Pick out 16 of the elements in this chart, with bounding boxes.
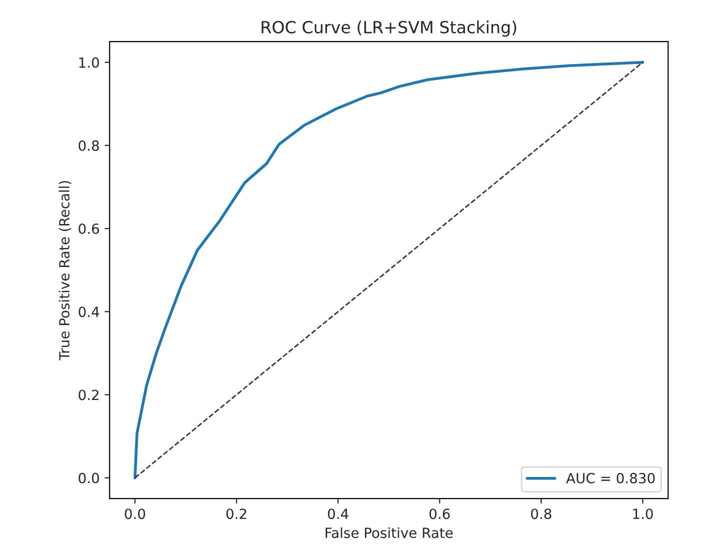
x-tick-label: 1.0 — [633, 508, 653, 520]
x-tick-label: 0.6 — [429, 508, 450, 520]
legend-label: AUC = 0.830 — [566, 472, 655, 484]
x-tick-label: 0.8 — [531, 508, 552, 520]
y-tick-label: 1.0 — [79, 57, 99, 68]
x-axis-title: False Positive Rate — [326, 527, 453, 538]
y-tick-label: 0.4 — [78, 306, 100, 318]
chart-title: ROC Curve (LR+SVM Stacking) — [262, 20, 516, 37]
x-tick-label: 0.4 — [328, 508, 348, 520]
x-tick-label: 0.2 — [226, 508, 246, 520]
y-tick-label: 0.0 — [78, 472, 99, 484]
y-axis-title: True Positive Rate (Recall) — [58, 181, 72, 360]
y-tick-label: 0.6 — [78, 223, 99, 234]
y-tick-label: 0.2 — [78, 390, 98, 400]
y-tick-label: 0.8 — [78, 140, 99, 151]
x-tick-label: 0.0 — [124, 508, 146, 520]
